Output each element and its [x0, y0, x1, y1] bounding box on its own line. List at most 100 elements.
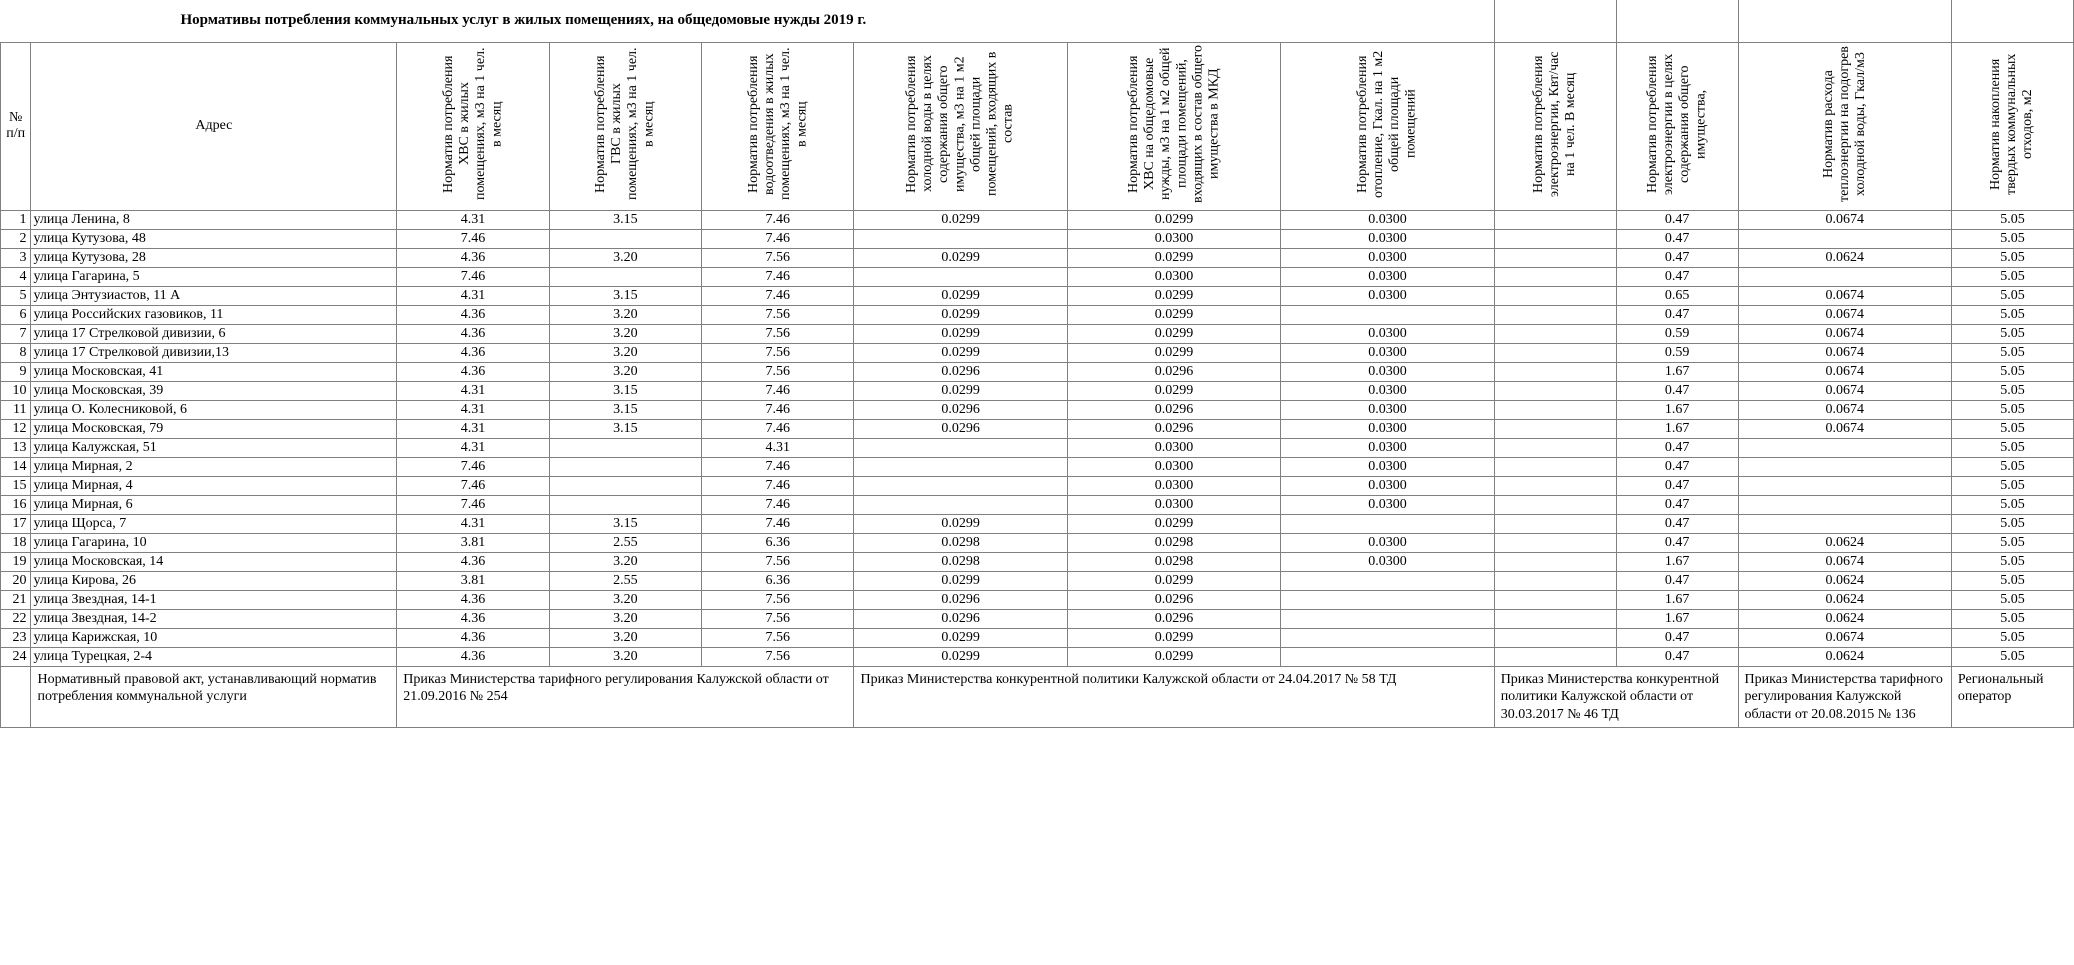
row-number: 18	[1, 533, 31, 552]
row-number: 15	[1, 476, 31, 495]
cell-value: 5.05	[1951, 476, 2073, 495]
cell-value: 5.05	[1951, 324, 2073, 343]
cell-value: 4.36	[397, 248, 549, 267]
cell-value: 0.0674	[1738, 400, 1951, 419]
cell-value: 7.46	[702, 286, 854, 305]
cell-value: 3.81	[397, 571, 549, 590]
cell-value: 0.59	[1616, 343, 1738, 362]
cell-address: улица Московская, 14	[31, 552, 397, 571]
cell-value: 0.0299	[1067, 571, 1280, 590]
cell-value: 0.0296	[854, 419, 1067, 438]
cell-value: 0.65	[1616, 286, 1738, 305]
col-header-c8: Норматив потребления электроэнергии в це…	[1616, 42, 1738, 210]
cell-value: 3.15	[549, 210, 701, 229]
cell-value: 2.55	[549, 533, 701, 552]
cell-address: улица Мирная, 6	[31, 495, 397, 514]
cell-value: 0.0300	[1067, 267, 1280, 286]
cell-value: 4.31	[397, 210, 549, 229]
cell-value: 0.0300	[1281, 552, 1494, 571]
cell-address: улица 17 Стрелковой дивизии, 6	[31, 324, 397, 343]
cell-value: 3.20	[549, 343, 701, 362]
table-row: 20улица Кирова, 263.812.556.360.02990.02…	[1, 571, 2074, 590]
cell-address: улица Мирная, 4	[31, 476, 397, 495]
cell-value: 5.05	[1951, 362, 2073, 381]
cell-value: 0.0674	[1738, 210, 1951, 229]
col-header-c7: Норматив потребления электроэнергии, Квт…	[1494, 42, 1616, 210]
table-row: 21улица Звездная, 14-14.363.207.560.0296…	[1, 590, 2074, 609]
footer-label: Нормативный правовой акт, устанавливающи…	[31, 666, 397, 728]
cell-value: 7.46	[702, 267, 854, 286]
cell-value: 7.46	[397, 457, 549, 476]
cell-value: 0.47	[1616, 514, 1738, 533]
cell-value: 7.46	[702, 495, 854, 514]
cell-value: 5.05	[1951, 305, 2073, 324]
table-row: 5улица Энтузиастов, 11 А4.313.157.460.02…	[1, 286, 2074, 305]
cell-value: 0.0300	[1281, 419, 1494, 438]
cell-value	[1494, 609, 1616, 628]
table-body: 1улица Ленина, 84.313.157.460.02990.0299…	[1, 210, 2074, 666]
cell-value: 7.56	[702, 647, 854, 666]
cell-value	[1494, 590, 1616, 609]
cell-value	[1494, 457, 1616, 476]
table-row: 18улица Гагарина, 103.812.556.360.02980.…	[1, 533, 2074, 552]
cell-value: 0.0299	[854, 324, 1067, 343]
cell-value: 3.20	[549, 590, 701, 609]
cell-value: 0.0298	[1067, 552, 1280, 571]
cell-value: 0.0300	[1281, 324, 1494, 343]
cell-value	[549, 476, 701, 495]
cell-value: 0.0299	[1067, 248, 1280, 267]
cell-value: 0.0674	[1738, 552, 1951, 571]
cell-value: 0.47	[1616, 305, 1738, 324]
cell-value: 0.0299	[854, 210, 1067, 229]
table-row: 10улица Московская, 394.313.157.460.0299…	[1, 381, 2074, 400]
cell-value: 3.20	[549, 362, 701, 381]
cell-value	[1738, 267, 1951, 286]
table-row: 7улица 17 Стрелковой дивизии, 64.363.207…	[1, 324, 2074, 343]
cell-value: 7.56	[702, 305, 854, 324]
cell-value: 0.0299	[854, 628, 1067, 647]
cell-value: 1.67	[1616, 400, 1738, 419]
cell-value	[1494, 514, 1616, 533]
cell-value: 0.0298	[1067, 533, 1280, 552]
cell-value: 3.15	[549, 286, 701, 305]
cell-value	[549, 438, 701, 457]
cell-value: 0.47	[1616, 647, 1738, 666]
cell-value: 3.20	[549, 609, 701, 628]
cell-value: 7.46	[702, 229, 854, 248]
cell-value: 0.0298	[854, 552, 1067, 571]
cell-value: 0.0300	[1281, 495, 1494, 514]
cell-value: 6.36	[702, 571, 854, 590]
table-row: 24улица Турецкая, 2-44.363.207.560.02990…	[1, 647, 2074, 666]
title-row: Нормативы потребления коммунальных услуг…	[1, 0, 2074, 42]
cell-value	[1494, 248, 1616, 267]
cell-value: 0.0299	[1067, 343, 1280, 362]
cell-value: 0.0624	[1738, 609, 1951, 628]
cell-value: 0.0299	[854, 248, 1067, 267]
cell-value	[1281, 609, 1494, 628]
cell-value: 0.0300	[1281, 400, 1494, 419]
cell-value: 5.05	[1951, 400, 2073, 419]
cell-value	[1494, 438, 1616, 457]
cell-value	[1281, 305, 1494, 324]
cell-value	[1494, 324, 1616, 343]
page-title: Нормативы потребления коммунальных услуг…	[1, 0, 1495, 42]
cell-value: 5.05	[1951, 286, 2073, 305]
cell-value: 3.20	[549, 324, 701, 343]
cell-value: 0.0296	[854, 362, 1067, 381]
table-row: 15улица Мирная, 47.467.460.03000.03000.4…	[1, 476, 2074, 495]
cell-address: улица Российских газовиков, 11	[31, 305, 397, 324]
cell-value: 0.0296	[1067, 590, 1280, 609]
cell-value: 0.0299	[1067, 210, 1280, 229]
cell-value	[1738, 514, 1951, 533]
cell-value	[1494, 647, 1616, 666]
cell-value: 7.56	[702, 324, 854, 343]
cell-address: улица Энтузиастов, 11 А	[31, 286, 397, 305]
cell-value	[1494, 533, 1616, 552]
cell-address: улица Московская, 39	[31, 381, 397, 400]
row-number: 4	[1, 267, 31, 286]
cell-value: 0.0300	[1281, 533, 1494, 552]
cell-value: 0.0299	[854, 647, 1067, 666]
cell-value: 4.31	[397, 514, 549, 533]
table-row: 22улица Звездная, 14-24.363.207.560.0296…	[1, 609, 2074, 628]
footer-act-2: Приказ Министерства конкурентной политик…	[854, 666, 1494, 728]
